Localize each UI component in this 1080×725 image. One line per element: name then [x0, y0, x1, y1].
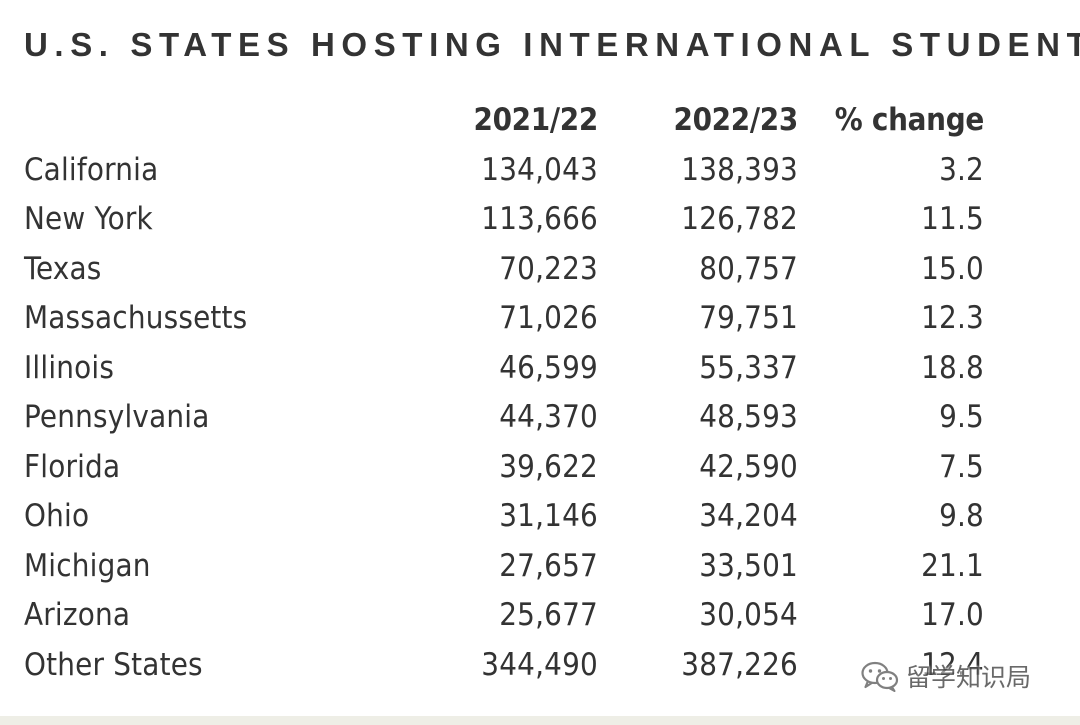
value-2022-23-cell: 33,501: [699, 547, 798, 584]
state-name-cell: Florida: [24, 448, 121, 485]
pct-change-cell: 9.5: [939, 399, 984, 435]
pct-change-cell: 12.3: [921, 300, 984, 336]
column-header-pct-change: % change: [834, 102, 985, 138]
table-row: Florida 39,622 42,590 7.5: [24, 443, 984, 493]
value-2021-22-cell: 71,026: [499, 300, 598, 336]
table-row: Michigan 27,657 33,501 21.1: [24, 542, 984, 592]
state-name-cell: California: [24, 151, 159, 188]
pct-change-cell: 17.0: [921, 597, 984, 633]
wechat-icon: [861, 661, 899, 692]
state-name-cell: New York: [24, 201, 153, 237]
chart-title: U.S. STATES HOSTING INTERNATIONAL STUDEN…: [24, 26, 1080, 63]
header-row: 2021/22 2022/23 % change: [24, 96, 984, 146]
table-row: Pennsylvania 44,370 48,593 9.5: [24, 393, 984, 443]
state-name-cell: Pennsylvania: [24, 399, 210, 435]
value-2021-22-cell: 70,223: [499, 250, 598, 287]
data-table: 2021/22 2022/23 % change California 134,0…: [24, 96, 984, 690]
pct-change-cell: 18.8: [921, 349, 984, 386]
value-2022-23-cell: 80,757: [699, 250, 798, 287]
value-2021-22-cell: 39,622: [499, 448, 598, 485]
state-name-cell: Texas: [24, 250, 102, 287]
value-2021-22-cell: 46,599: [499, 349, 598, 386]
pct-change-cell: 7.5: [939, 448, 984, 485]
value-2021-22-cell: 134,043: [481, 151, 598, 188]
value-2022-23-cell: 79,751: [699, 300, 798, 336]
table-row: Illinois 46,599 55,337 18.8: [24, 344, 984, 394]
value-2021-22-cell: 344,490: [481, 646, 598, 683]
value-2022-23-cell: 42,590: [699, 448, 798, 485]
watermark-text: 留学知识局: [906, 663, 1032, 692]
value-2022-23-cell: 48,593: [699, 399, 798, 435]
state-name-cell: Michigan: [24, 547, 151, 584]
table-row: Massachussetts 71,026 79,751 12.3: [24, 294, 984, 344]
state-name-cell: Ohio: [24, 498, 90, 534]
pct-change-cell: 3.2: [939, 151, 984, 188]
table-row: Ohio 31,146 34,204 9.8: [24, 492, 984, 542]
value-2021-22-cell: 113,666: [481, 201, 598, 237]
value-2022-23-cell: 138,393: [681, 151, 798, 188]
value-2022-23-cell: 34,204: [699, 498, 798, 534]
value-2021-22-cell: 44,370: [499, 399, 598, 435]
watermark: 留学知识局: [860, 654, 1060, 698]
state-name-cell: Arizona: [24, 597, 131, 633]
table-row: New York 113,666 126,782 11.5: [24, 195, 984, 245]
column-header-2021-22: 2021/22: [473, 102, 598, 138]
table-row: Other States 344,490 387,226 12.4: [24, 641, 984, 691]
table-row: California 134,043 138,393 3.2: [24, 146, 984, 196]
table-row: Arizona 25,677 30,054 17.0: [24, 591, 984, 641]
state-name-cell: Other States: [24, 646, 203, 683]
pct-change-cell: 21.1: [921, 547, 984, 584]
value-2022-23-cell: 55,337: [699, 349, 798, 386]
value-2021-22-cell: 31,146: [499, 498, 598, 534]
column-header-2022-23: 2022/23: [673, 102, 798, 138]
pct-change-cell: 12.4: [921, 646, 984, 683]
pct-change-cell: 9.8: [939, 498, 984, 534]
state-name-cell: Massachussetts: [24, 300, 248, 336]
value-2021-22-cell: 27,657: [499, 547, 598, 584]
table-body: California 134,043 138,393 3.2 New York 113,6…: [24, 146, 984, 691]
value-2022-23-cell: 30,054: [699, 597, 798, 633]
value-2021-22-cell: 25,677: [499, 597, 598, 633]
value-2022-23-cell: 126,782: [681, 201, 798, 237]
pct-change-cell: 15.0: [921, 250, 984, 287]
value-2022-23-cell: 387,226: [681, 646, 798, 683]
state-name-cell: Illinois: [24, 349, 115, 386]
column-header-state: [24, 96, 404, 146]
bottom-band: [0, 716, 1080, 725]
table-row: Texas 70,223 80,757 15.0: [24, 245, 984, 295]
pct-change-cell: 11.5: [921, 201, 984, 237]
